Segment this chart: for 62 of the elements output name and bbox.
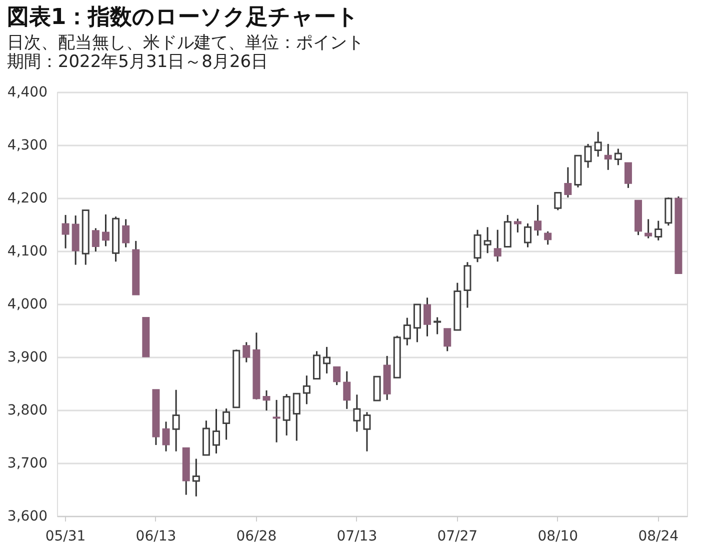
candlestick bbox=[102, 214, 110, 247]
candlestick bbox=[413, 304, 421, 343]
y-tick-label: 3,600 bbox=[7, 508, 48, 524]
x-tick-label: 07/27 bbox=[437, 528, 478, 544]
candlestick bbox=[514, 218, 522, 234]
y-tick-label: 3,900 bbox=[7, 350, 48, 366]
candlestick bbox=[363, 411, 371, 452]
x-tick-label: 05/31 bbox=[45, 528, 86, 544]
x-tick-label: 07/13 bbox=[336, 528, 378, 544]
candlestick bbox=[172, 389, 180, 452]
candlestick bbox=[524, 222, 532, 248]
chart-subtitle: 日次、配当無し、米ドル建て、単位：ポイント bbox=[6, 33, 364, 53]
y-tick-label: 4,100 bbox=[7, 244, 48, 260]
y-tick-label: 4,000 bbox=[7, 296, 48, 312]
candlestick bbox=[654, 220, 662, 242]
x-tick-label: 06/13 bbox=[136, 528, 176, 544]
candlestick bbox=[434, 316, 442, 335]
candlestick bbox=[534, 204, 542, 236]
candlestick bbox=[373, 376, 381, 402]
candlestick bbox=[292, 392, 300, 442]
y-tick-label: 3,700 bbox=[7, 456, 48, 472]
candlestick bbox=[494, 229, 502, 262]
candlestick bbox=[92, 227, 100, 252]
candlestick bbox=[564, 166, 572, 198]
x-tick-label: 08/24 bbox=[638, 528, 679, 544]
candlestick bbox=[403, 317, 411, 346]
candlestick bbox=[594, 131, 602, 158]
y-tick-label: 4,400 bbox=[7, 84, 48, 100]
candlestick bbox=[343, 370, 351, 410]
candlestick bbox=[554, 191, 562, 211]
candlestick bbox=[333, 366, 341, 386]
candlestick bbox=[122, 218, 130, 248]
candlestick bbox=[192, 458, 200, 498]
y-tick-label: 4,200 bbox=[7, 190, 48, 206]
candlestick bbox=[162, 420, 170, 452]
candlestick bbox=[644, 218, 652, 240]
y-tick-label: 4,300 bbox=[7, 138, 48, 154]
candlestick bbox=[444, 328, 452, 352]
candlestick bbox=[242, 341, 250, 364]
candlestick bbox=[222, 408, 230, 440]
candlestick bbox=[353, 394, 361, 432]
candlestick bbox=[424, 296, 432, 338]
candlestick bbox=[262, 390, 270, 412]
x-tick-label: 06/28 bbox=[236, 528, 277, 544]
candlestick bbox=[62, 214, 70, 250]
candlestick bbox=[282, 393, 290, 436]
candlestick bbox=[474, 229, 482, 263]
y-tick-label: 3,800 bbox=[7, 402, 48, 418]
candlestick bbox=[302, 374, 310, 405]
candlestick bbox=[544, 230, 552, 246]
candlestick bbox=[484, 226, 492, 254]
candlestick bbox=[323, 346, 331, 374]
candlestick bbox=[624, 162, 632, 189]
candlestick bbox=[604, 143, 612, 171]
x-tick-label: 08/10 bbox=[538, 528, 578, 544]
chart-title: 図表1：指数のローソク足チャート bbox=[6, 5, 360, 30]
candlestick bbox=[614, 148, 622, 166]
candlestick bbox=[584, 143, 592, 169]
text: 期間：2022年5月31日～8月26日 bbox=[6, 52, 268, 72]
candlestick bbox=[212, 408, 220, 454]
candlestick bbox=[312, 350, 320, 380]
candlestick bbox=[272, 399, 280, 444]
